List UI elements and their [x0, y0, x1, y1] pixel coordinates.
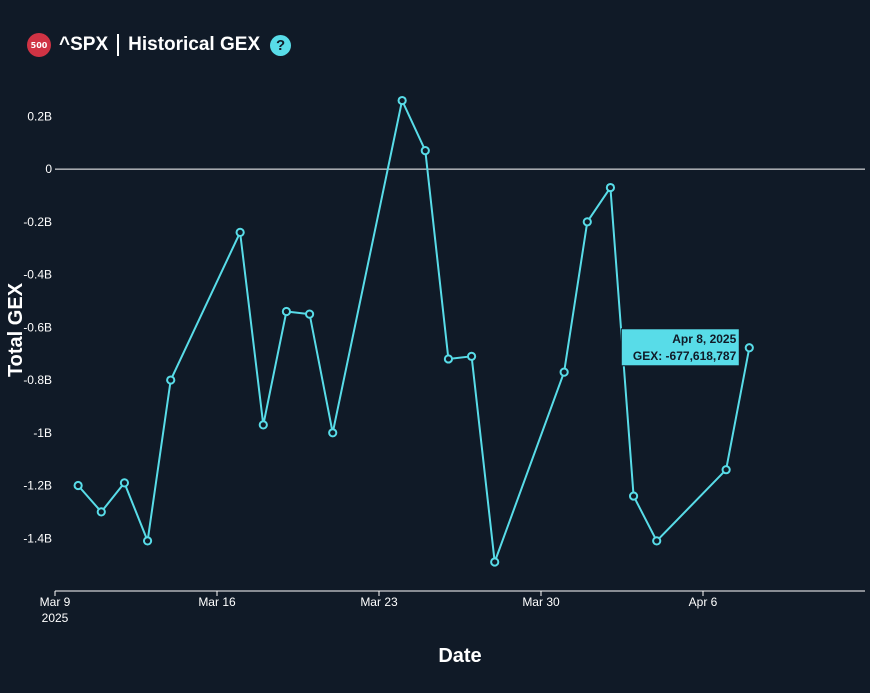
tooltip-background [620, 328, 740, 367]
x-tick-label: Mar 9 [40, 595, 71, 609]
data-point[interactable] [652, 536, 662, 546]
question-circle-icon[interactable]: ? [270, 34, 292, 56]
data-point[interactable] [420, 146, 430, 156]
data-point[interactable] [466, 351, 477, 361]
tooltip-date: Apr 8, 2025 [672, 332, 736, 346]
y-tick-label: 0 [45, 162, 52, 176]
y-axis-ticks: 0.2B 0 -0.2B -0.4B -0.6B -0.8B -1B -1.2B -1.4B [23, 109, 52, 545]
header-divider [117, 34, 120, 56]
chart-header: 500 ^SPX Historical GEX ? [27, 31, 292, 59]
chart-title: Historical GEX [128, 34, 261, 55]
tooltip-value: GEX: -677,618,787 [633, 349, 737, 363]
data-point[interactable] [73, 480, 83, 491]
data-point[interactable] [281, 306, 292, 317]
y-tick-label: -1.2B [23, 479, 52, 493]
y-tick-label: -0.2B [23, 215, 52, 229]
data-point[interactable] [443, 354, 454, 364]
data-point[interactable] [304, 309, 315, 319]
data-point[interactable] [166, 375, 176, 385]
sp500-badge-icon: 500 [27, 33, 51, 57]
x-axis-ticks: Mar 9 2025 Mar 16 Mar 23 Mar 30 Apr 6 [40, 591, 718, 625]
y-tick-label: -0.8B [23, 373, 52, 387]
data-point[interactable] [559, 367, 569, 377]
y-tick-label: -0.6B [23, 320, 52, 334]
x-tick-label: Apr 6 [689, 595, 718, 609]
data-point[interactable] [397, 95, 407, 106]
data-point[interactable] [721, 465, 731, 475]
gex-markers [73, 95, 754, 567]
data-point[interactable] [142, 536, 153, 546]
x-tick-label: Mar 23 [360, 595, 398, 609]
data-point[interactable] [605, 182, 616, 193]
y-tick-label: -0.4B [23, 268, 52, 282]
data-point[interactable] [582, 217, 592, 227]
x-tick-year-label: 2025 [42, 611, 69, 625]
data-point[interactable] [328, 428, 338, 438]
data-point[interactable] [96, 507, 106, 517]
data-point[interactable] [258, 420, 268, 430]
y-tick-label: -1B [33, 426, 52, 440]
hover-tooltip: Apr 8, 2025 GEX: -677,618,787 [620, 328, 740, 367]
ticker-symbol: ^SPX [59, 34, 109, 55]
data-point[interactable] [119, 478, 130, 488]
y-tick-label: -1.4B [23, 531, 52, 545]
data-point[interactable] [744, 343, 754, 353]
x-tick-label: Mar 30 [522, 595, 560, 609]
data-point[interactable] [628, 491, 639, 501]
x-axis-title: Date [438, 645, 481, 667]
data-point[interactable] [490, 557, 500, 567]
data-point[interactable] [235, 227, 245, 237]
y-tick-label: 0.2B [27, 109, 52, 123]
y-axis-title: Total GEX [5, 282, 27, 377]
x-tick-label: Mar 16 [198, 595, 236, 609]
